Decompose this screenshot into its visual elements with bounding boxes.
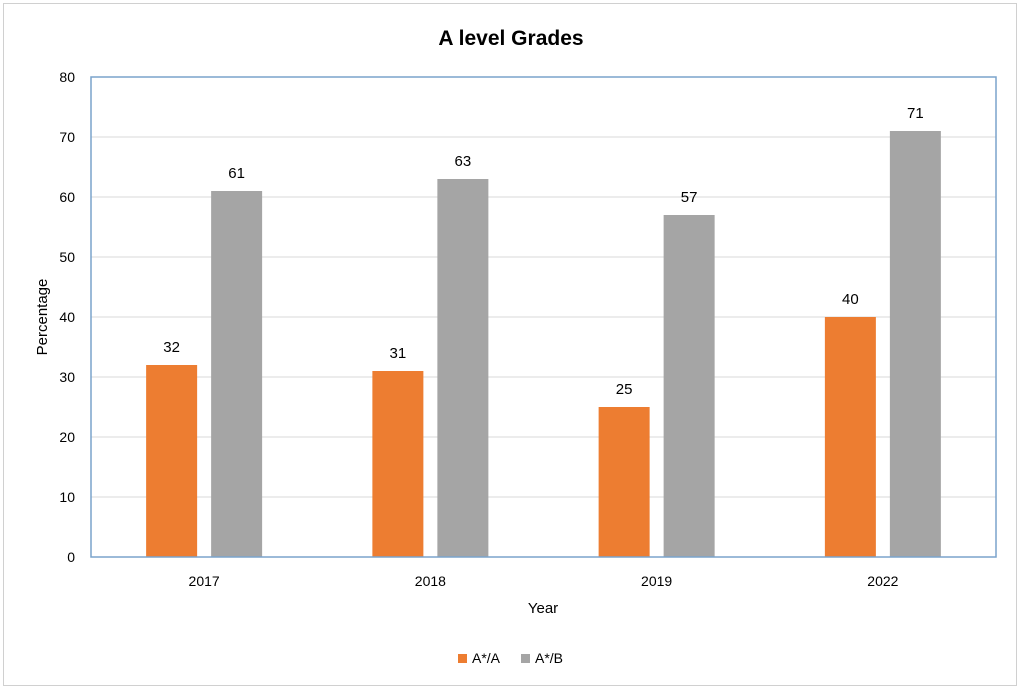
data-labels: 32 61 31 63 25 57 40 71 [163, 105, 923, 398]
y-axis-tick-labels: 0 10 20 30 40 50 60 70 80 [59, 69, 75, 565]
data-label: 25 [616, 381, 633, 398]
data-label: 32 [163, 339, 180, 356]
bar-AA-2017 [146, 365, 198, 557]
legend-swatch [521, 654, 530, 663]
legend-swatch [458, 654, 467, 663]
bar-AA-2022 [824, 317, 876, 557]
legend-entry: A*/B [535, 650, 563, 666]
y-tick-label: 60 [59, 189, 75, 205]
x-axis-label: Year [528, 600, 558, 617]
y-axis-label: Percentage [34, 279, 51, 356]
plot-area-border [90, 76, 997, 558]
x-axis-tick-labels: 2017 2018 2019 2022 [189, 573, 899, 589]
bar-AB-2022 [889, 131, 941, 557]
y-tick-label: 10 [59, 489, 75, 505]
bar-AA-2019 [598, 407, 650, 557]
bars [146, 131, 941, 557]
data-label: 57 [681, 189, 698, 206]
bar-AB-2017 [211, 191, 263, 557]
y-tick-label: 70 [59, 129, 75, 145]
legend: A*/A A*/B [458, 650, 563, 666]
data-label: 63 [455, 153, 472, 170]
data-label: 61 [228, 165, 245, 182]
x-tick-label: 2019 [641, 573, 672, 589]
y-tick-label: 0 [67, 549, 75, 565]
x-tick-label: 2022 [867, 573, 898, 589]
data-label: 31 [390, 345, 407, 362]
bar-AB-2019 [663, 215, 715, 557]
bar-AA-2018 [372, 371, 424, 557]
legend-entry: A*/A [472, 650, 501, 666]
y-tick-label: 20 [59, 429, 75, 445]
y-tick-label: 30 [59, 369, 75, 385]
x-tick-label: 2018 [415, 573, 446, 589]
bar-AB-2018 [437, 179, 489, 557]
y-tick-label: 50 [59, 249, 75, 265]
x-tick-label: 2017 [189, 573, 220, 589]
y-tick-label: 80 [59, 69, 75, 85]
data-label: 40 [842, 291, 859, 308]
chart-title: A level Grades [438, 27, 583, 50]
y-tick-label: 40 [59, 309, 75, 325]
data-label: 71 [907, 105, 924, 122]
